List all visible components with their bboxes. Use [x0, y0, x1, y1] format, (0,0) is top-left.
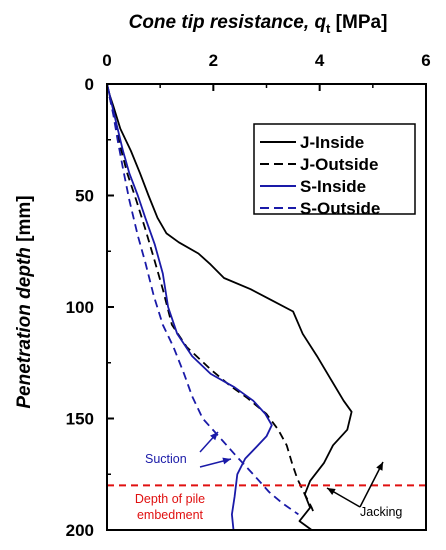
- legend: J-Inside J-Outside S-Inside S-Outside: [253, 123, 416, 218]
- jacking-arrow-lower: [326, 487, 361, 508]
- x-axis-title-symbol: q: [314, 12, 326, 33]
- legend-entry-s-outside: S-Outside: [260, 199, 380, 218]
- x-tick-label: 0: [102, 51, 111, 70]
- x-axis-title-subscript: t: [326, 21, 331, 36]
- tick-labels-x: 0 2 4 6: [102, 51, 430, 70]
- annotation-embedment: embedment: [137, 508, 204, 522]
- y-tick-label: 150: [66, 410, 94, 429]
- y-tick-label: 200: [66, 521, 94, 540]
- series-line-s-inside: [106, 83, 273, 531]
- x-axis-title-unit: [MPa]: [330, 12, 387, 33]
- legend-label: S-Inside: [300, 177, 366, 196]
- series-line-j-outside: [106, 83, 316, 515]
- y-axis-title-main: Penetration depth: [14, 247, 35, 409]
- annotation-jacking: Jacking: [360, 505, 402, 519]
- suction-arrow-upper: [199, 431, 219, 453]
- x-tick-label: 4: [315, 51, 325, 70]
- series-lines: [106, 83, 353, 531]
- legend-label: S-Outside: [300, 199, 380, 218]
- y-tick-label: 100: [66, 298, 94, 317]
- tick-labels-y: 0 50 100 150 200: [66, 75, 94, 540]
- x-tick-label: 6: [421, 51, 430, 70]
- legend-entries: J-Inside J-Outside S-Inside S-Outside: [260, 133, 380, 218]
- x-axis-title-main: Cone tip resistance,: [129, 12, 315, 33]
- legend-entry-j-inside: J-Inside: [260, 133, 364, 152]
- y-axis-title: Penetration depth [mm]: [14, 195, 35, 408]
- plot-frame: [106, 83, 427, 531]
- series-line-j-inside: [106, 83, 353, 531]
- legend-label: J-Outside: [300, 155, 378, 174]
- legend-label: J-Inside: [300, 133, 364, 152]
- y-tick-label: 0: [85, 75, 94, 94]
- legend-box: [253, 123, 416, 215]
- legend-entry-j-outside: J-Outside: [260, 155, 378, 174]
- y-axis-title-unit: [mm]: [14, 195, 35, 247]
- x-axis-title: Cone tip resistance, qt [MPa]: [129, 12, 388, 36]
- suction-arrow-lower: [199, 457, 232, 468]
- legend-entry-s-inside: S-Inside: [260, 177, 366, 196]
- annotation-suction: Suction: [145, 452, 187, 466]
- series-line-s-outside: [106, 83, 299, 516]
- jacking-arrow-upper: [359, 461, 384, 508]
- annotation-depth-of-pile: Depth of pile: [135, 492, 205, 506]
- y-tick-label: 50: [75, 187, 94, 206]
- annotation-arrows: [199, 431, 384, 508]
- annotations: Suction Depth of pile embedment Jacking: [135, 431, 402, 522]
- x-tick-label: 2: [209, 51, 218, 70]
